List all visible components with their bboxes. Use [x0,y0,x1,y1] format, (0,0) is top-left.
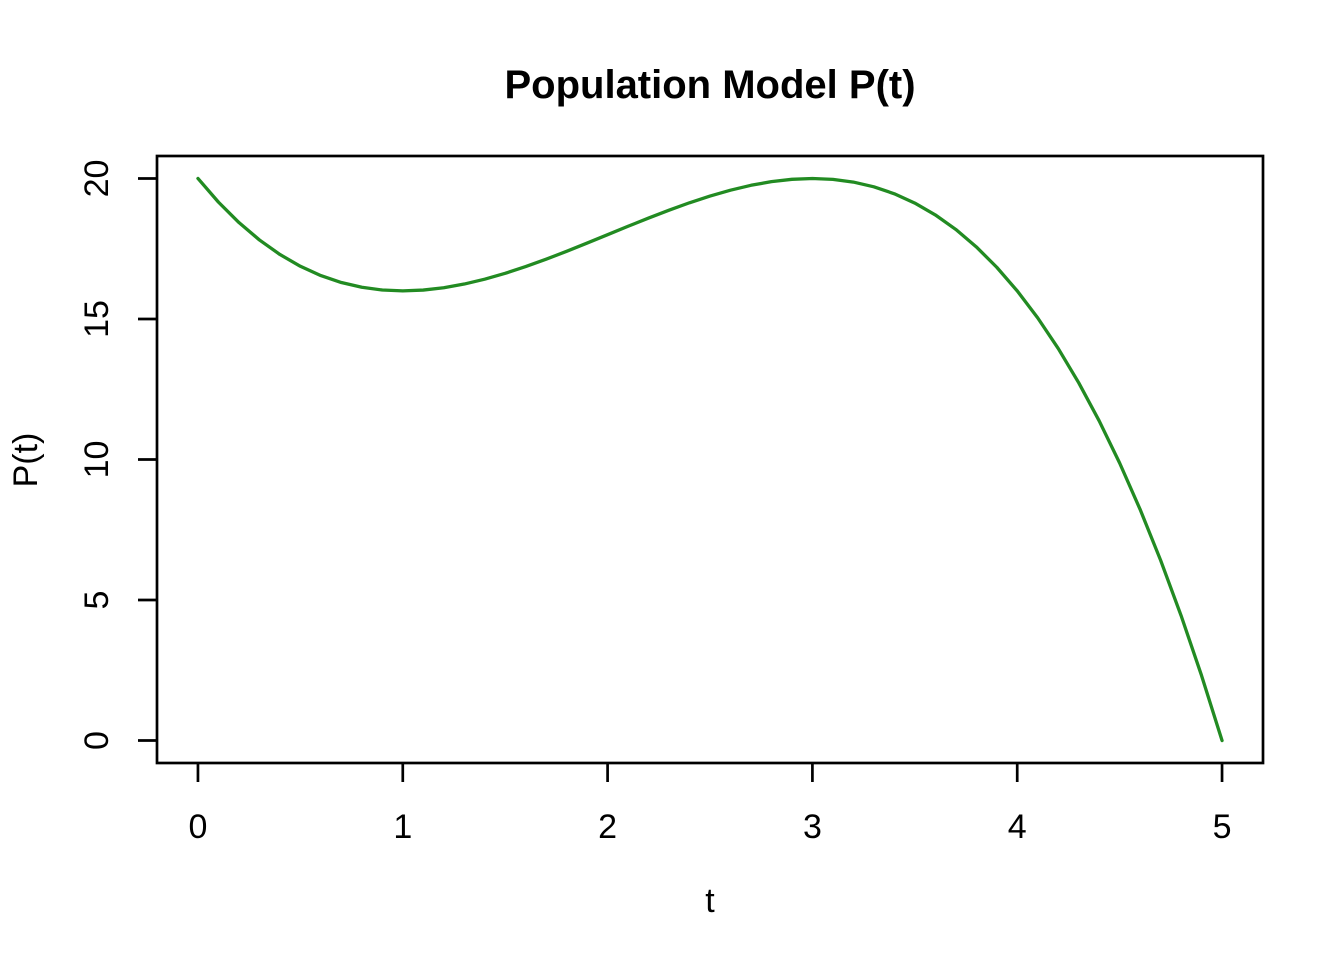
x-tick-label: 4 [1008,808,1027,846]
series-layer [196,176,1224,743]
y-tick-label: 20 [78,160,116,198]
axes-layer: 0 1 2 3 4 5 0 5 10 15 20 [78,154,1265,846]
y-tick-label: 0 [78,731,116,750]
x-tick-label: 0 [189,808,208,846]
x-tick-label: 5 [1213,808,1232,846]
x-tick-label: 3 [803,808,822,846]
x-tick-label: 1 [393,808,412,846]
y-tick-label: 10 [78,441,116,479]
y-tick-label: 5 [78,591,116,610]
plot-box [155,154,1265,765]
y-axis-label: P(t) [7,433,45,488]
y-tick-label: 15 [78,300,116,338]
chart-title: Population Model P(t) [504,63,915,107]
x-tick-label: 2 [598,808,617,846]
x-axis-label: t [705,882,715,920]
population-curve [196,176,1224,743]
